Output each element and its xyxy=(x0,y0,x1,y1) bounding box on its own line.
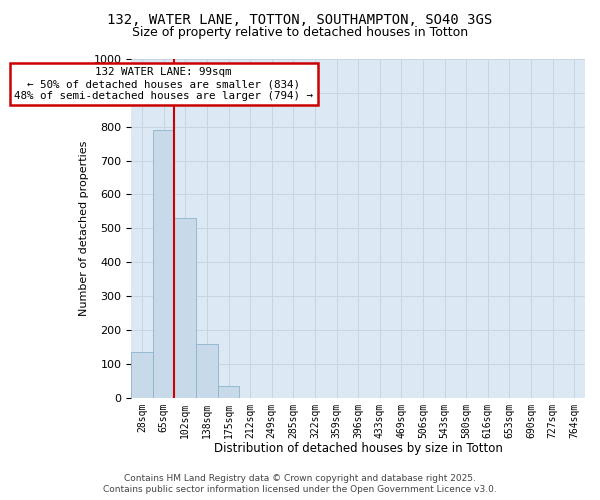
Text: Size of property relative to detached houses in Totton: Size of property relative to detached ho… xyxy=(132,26,468,39)
Text: Contains HM Land Registry data © Crown copyright and database right 2025.
Contai: Contains HM Land Registry data © Crown c… xyxy=(103,474,497,494)
Text: 132 WATER LANE: 99sqm
← 50% of detached houses are smaller (834)
48% of semi-det: 132 WATER LANE: 99sqm ← 50% of detached … xyxy=(14,68,313,100)
Text: 132, WATER LANE, TOTTON, SOUTHAMPTON, SO40 3GS: 132, WATER LANE, TOTTON, SOUTHAMPTON, SO… xyxy=(107,12,493,26)
Bar xyxy=(153,130,175,398)
X-axis label: Distribution of detached houses by size in Totton: Distribution of detached houses by size … xyxy=(214,442,503,455)
Bar xyxy=(175,218,196,398)
Y-axis label: Number of detached properties: Number of detached properties xyxy=(79,140,89,316)
Bar xyxy=(218,386,239,398)
Bar xyxy=(131,352,153,398)
Bar xyxy=(196,344,218,398)
